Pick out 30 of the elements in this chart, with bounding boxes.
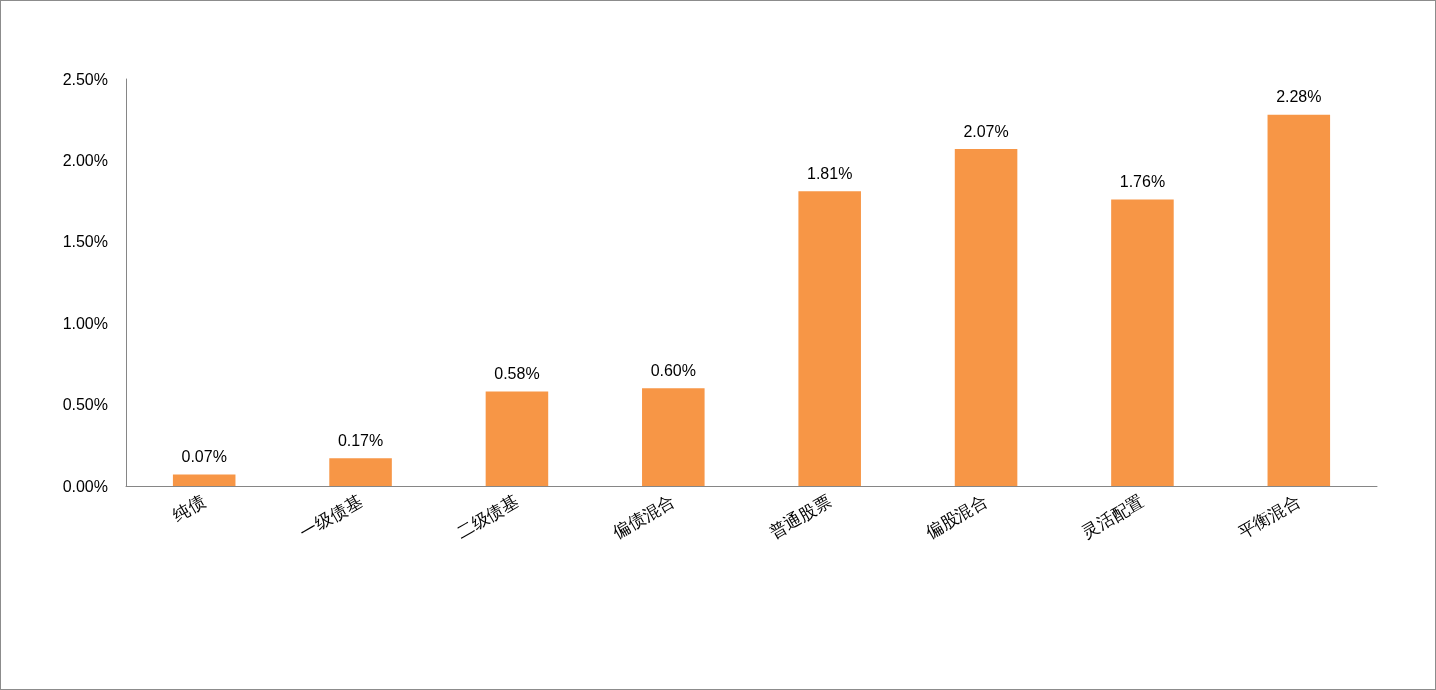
bar [954, 149, 1018, 486]
data-label: 0.07% [181, 448, 227, 466]
x-tick-label: 普通股票 [766, 491, 835, 543]
bar [642, 388, 705, 486]
data-label: 1.81% [807, 164, 853, 182]
x-tick-label: 平衡混合 [1235, 491, 1304, 543]
y-tick-label: 2.50% [62, 70, 108, 88]
data-label: 0.17% [337, 431, 384, 449]
x-tick-label: 二级债基 [453, 491, 522, 543]
bar [798, 191, 861, 486]
data-label: 2.07% [963, 122, 1009, 140]
x-tick-label: 偏股混合 [922, 491, 991, 543]
x-tick-label: 灵活配置 [1078, 491, 1148, 543]
y-tick-label: 2.00% [62, 151, 108, 169]
x-tick-label: 纯债 [169, 491, 209, 526]
y-tick-label: 0.00% [62, 477, 108, 495]
x-tick-label: 偏债混合 [609, 491, 679, 543]
x-tick-label: 一级债基 [296, 491, 366, 543]
y-tick-label: 1.50% [62, 233, 108, 251]
y-tick-label: 1.00% [62, 314, 108, 332]
bar [1111, 199, 1174, 486]
bar [329, 458, 392, 486]
data-label: 2.28% [1276, 88, 1322, 106]
data-label: 0.58% [494, 365, 540, 383]
bar [1267, 114, 1331, 486]
y-tick-label: 0.50% [62, 396, 108, 414]
bar [485, 391, 549, 486]
data-label: 0.60% [650, 361, 696, 379]
bar [172, 474, 236, 486]
data-label: 1.76% [1119, 172, 1166, 190]
